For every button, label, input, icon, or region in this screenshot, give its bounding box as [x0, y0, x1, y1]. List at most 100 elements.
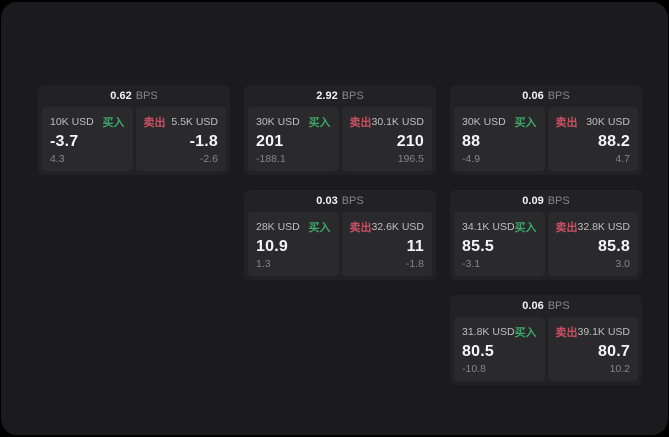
quote-card: 0.06 BPS 31.8K USD 买入 80.5 -10.8 卖出 39.1… [450, 295, 642, 385]
sell-delta: 4.7 [615, 153, 630, 165]
buy-tile-header: 10K USD 买入 [50, 114, 125, 130]
sell-side-label: 卖出 [143, 117, 166, 129]
sell-quote-tile[interactable]: 卖出 5.5K USD -1.8 -2.6 [135, 107, 226, 171]
spread-header: 0.06 BPS [450, 295, 642, 317]
spread-unit: BPS [135, 90, 158, 102]
sell-quote-tile[interactable]: 卖出 30K USD 88.2 4.7 [547, 107, 638, 171]
sell-side-label: 卖出 [349, 117, 372, 129]
spread-unit: BPS [547, 195, 570, 207]
buy-delta: -10.8 [462, 363, 486, 375]
quote-tiles: 31.8K USD 买入 80.5 -10.8 卖出 39.1K USD 80.… [450, 317, 642, 385]
sell-price: 88.2 [598, 132, 630, 150]
quote-card: 0.09 BPS 34.1K USD 买入 85.5 -3.1 卖出 32.8K… [450, 190, 642, 280]
buy-tile-header: 30K USD 买入 [462, 114, 537, 130]
buy-price: 80.5 [462, 342, 494, 360]
sell-quote-tile[interactable]: 卖出 39.1K USD 80.7 10.2 [547, 317, 638, 381]
sell-delta: -1.8 [405, 258, 424, 270]
buy-quote-tile[interactable]: 30K USD 买入 88 -4.9 [454, 107, 545, 171]
buy-delta: 4.3 [50, 153, 65, 165]
spread-header: 0.03 BPS [244, 190, 436, 212]
quote-grid: 0.62 BPS 10K USD 买入 -3.7 4.3 卖出 5.5K USD… [38, 85, 642, 385]
spread-value: 0.06 [522, 90, 544, 102]
buy-side-label: 买入 [514, 327, 537, 339]
buy-quote-tile[interactable]: 28K USD 买入 10.9 1.3 [248, 212, 339, 276]
spread-value: 0.03 [316, 195, 338, 207]
quote-tiles: 30K USD 买入 201 -188.1 卖出 30.1K USD 210 1… [244, 107, 436, 175]
buy-delta: -188.1 [256, 153, 286, 165]
buy-quote-tile[interactable]: 31.8K USD 买入 80.5 -10.8 [454, 317, 545, 381]
spread-header: 2.92 BPS [244, 85, 436, 107]
buy-delta: -3.1 [462, 258, 481, 270]
sell-tile-header: 卖出 30.1K USD [350, 114, 425, 130]
sell-side-label: 卖出 [349, 222, 372, 234]
spread-header: 0.62 BPS [38, 85, 230, 107]
sell-delta: -2.6 [199, 153, 218, 165]
buy-delta: 1.3 [256, 258, 271, 270]
sell-notional: 5.5K USD [171, 116, 218, 128]
buy-price: 85.5 [462, 237, 494, 255]
sell-price: -1.8 [189, 132, 218, 150]
sell-tile-header: 卖出 5.5K USD [144, 114, 219, 130]
sell-price: 210 [396, 132, 424, 150]
buy-tile-header: 28K USD 买入 [256, 219, 331, 235]
buy-quote-tile[interactable]: 34.1K USD 买入 85.5 -3.1 [454, 212, 545, 276]
buy-notional: 10K USD [50, 116, 94, 128]
buy-notional: 31.8K USD [462, 326, 515, 338]
spread-unit: BPS [547, 300, 570, 312]
sell-tile-header: 卖出 32.8K USD [556, 219, 631, 235]
buy-side-label: 买入 [308, 117, 331, 129]
sell-price: 85.8 [598, 237, 630, 255]
quote-card: 2.92 BPS 30K USD 买入 201 -188.1 卖出 30.1K … [244, 85, 436, 175]
sell-price: 80.7 [598, 342, 630, 360]
buy-notional: 34.1K USD [462, 221, 515, 233]
spread-value: 0.09 [522, 195, 544, 207]
sell-tile-header: 卖出 32.6K USD [350, 219, 425, 235]
sell-notional: 30K USD [586, 116, 630, 128]
sell-notional: 30.1K USD [371, 116, 425, 128]
buy-tile-header: 34.1K USD 买入 [462, 219, 537, 235]
spread-header: 0.09 BPS [450, 190, 642, 212]
sell-delta: 10.2 [609, 363, 630, 375]
spread-value: 2.92 [316, 90, 338, 102]
quote-card: 0.62 BPS 10K USD 买入 -3.7 4.3 卖出 5.5K USD… [38, 85, 230, 175]
sell-delta: 196.5 [397, 153, 424, 165]
buy-notional: 30K USD [256, 116, 300, 128]
buy-notional: 28K USD [256, 221, 300, 233]
sell-side-label: 卖出 [555, 327, 578, 339]
buy-side-label: 买入 [308, 222, 331, 234]
buy-price: 201 [256, 132, 284, 150]
buy-tile-header: 30K USD 买入 [256, 114, 331, 130]
quote-tiles: 30K USD 买入 88 -4.9 卖出 30K USD 88.2 4.7 [450, 107, 642, 175]
spread-unit: BPS [341, 90, 364, 102]
quote-tiles: 28K USD 买入 10.9 1.3 卖出 32.6K USD 11 -1.8 [244, 212, 436, 280]
buy-side-label: 买入 [514, 117, 537, 129]
buy-price: 10.9 [256, 237, 288, 255]
quote-card: 0.06 BPS 30K USD 买入 88 -4.9 卖出 30K USD 8… [450, 85, 642, 175]
spread-value: 0.06 [522, 300, 544, 312]
buy-side-label: 买入 [514, 222, 537, 234]
spread-header: 0.06 BPS [450, 85, 642, 107]
buy-side-label: 买入 [102, 117, 125, 129]
buy-price: -3.7 [50, 132, 79, 150]
sell-notional: 39.1K USD [577, 326, 631, 338]
buy-tile-header: 31.8K USD 买入 [462, 324, 537, 340]
spread-value: 0.62 [110, 90, 132, 102]
quote-tiles: 10K USD 买入 -3.7 4.3 卖出 5.5K USD -1.8 -2.… [38, 107, 230, 175]
quote-tiles: 34.1K USD 买入 85.5 -3.1 卖出 32.8K USD 85.8… [450, 212, 642, 280]
sell-quote-tile[interactable]: 卖出 30.1K USD 210 196.5 [341, 107, 432, 171]
sell-price: 11 [406, 237, 424, 255]
sell-quote-tile[interactable]: 卖出 32.8K USD 85.8 3.0 [547, 212, 638, 276]
spread-unit: BPS [547, 90, 570, 102]
buy-quote-tile[interactable]: 10K USD 买入 -3.7 4.3 [42, 107, 133, 171]
buy-quote-tile[interactable]: 30K USD 买入 201 -188.1 [248, 107, 339, 171]
buy-delta: -4.9 [462, 153, 481, 165]
sell-quote-tile[interactable]: 卖出 32.6K USD 11 -1.8 [341, 212, 432, 276]
sell-side-label: 卖出 [555, 117, 578, 129]
buy-price: 88 [462, 132, 481, 150]
sell-side-label: 卖出 [555, 222, 578, 234]
quote-card: 0.03 BPS 28K USD 买入 10.9 1.3 卖出 32.6K US… [244, 190, 436, 280]
sell-tile-header: 卖出 30K USD [556, 114, 631, 130]
sell-notional: 32.8K USD [577, 221, 631, 233]
buy-notional: 30K USD [462, 116, 506, 128]
